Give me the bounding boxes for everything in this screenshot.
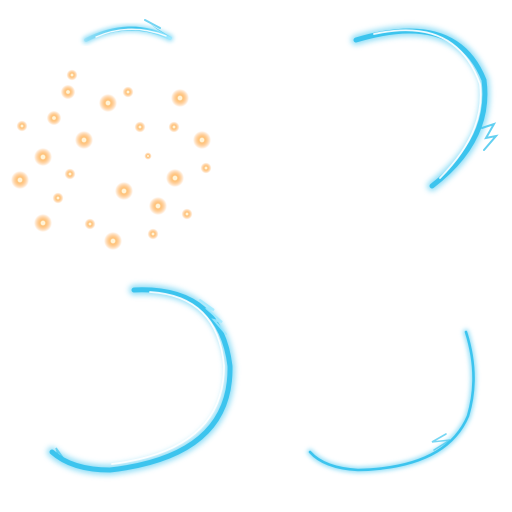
- spark-core: [68, 172, 72, 176]
- frame-1-canvas: [11, 19, 212, 250]
- spark-core: [110, 238, 116, 244]
- spark-core: [81, 137, 87, 143]
- spark-core: [172, 175, 178, 181]
- spark-core: [199, 137, 205, 143]
- frame-1: [0, 0, 256, 256]
- spark-core: [185, 212, 189, 216]
- spark-core: [138, 125, 142, 129]
- frame-2: [256, 0, 512, 256]
- spark-core: [177, 95, 183, 101]
- spark-core: [88, 222, 92, 226]
- spark-core: [147, 155, 149, 157]
- spark-core: [20, 124, 24, 128]
- spark-core: [66, 90, 70, 94]
- frame-4: [256, 256, 512, 512]
- frame-3-canvas: [47, 284, 236, 476]
- slash-arc-icon: [351, 26, 499, 191]
- spark-core: [17, 177, 23, 183]
- slash-arc-icon: [47, 284, 236, 476]
- spark-core: [155, 203, 161, 209]
- spark-core: [70, 73, 74, 77]
- spark-core: [172, 125, 176, 129]
- spark-core: [151, 232, 155, 236]
- spark-core: [204, 166, 208, 170]
- frame-4-canvas: [307, 329, 477, 474]
- spark-particles: [11, 69, 212, 250]
- spark-core: [40, 154, 46, 160]
- slash-arc-icon: [82, 19, 174, 44]
- spark-core: [52, 116, 56, 120]
- slash-arc-icon: [307, 329, 477, 474]
- spark-core: [126, 90, 130, 94]
- spark-core: [40, 220, 46, 226]
- spark-core: [105, 100, 111, 106]
- spark-core: [121, 188, 127, 194]
- frame-2-canvas: [351, 26, 499, 191]
- frame-3: [0, 256, 256, 512]
- spark-core: [56, 196, 60, 200]
